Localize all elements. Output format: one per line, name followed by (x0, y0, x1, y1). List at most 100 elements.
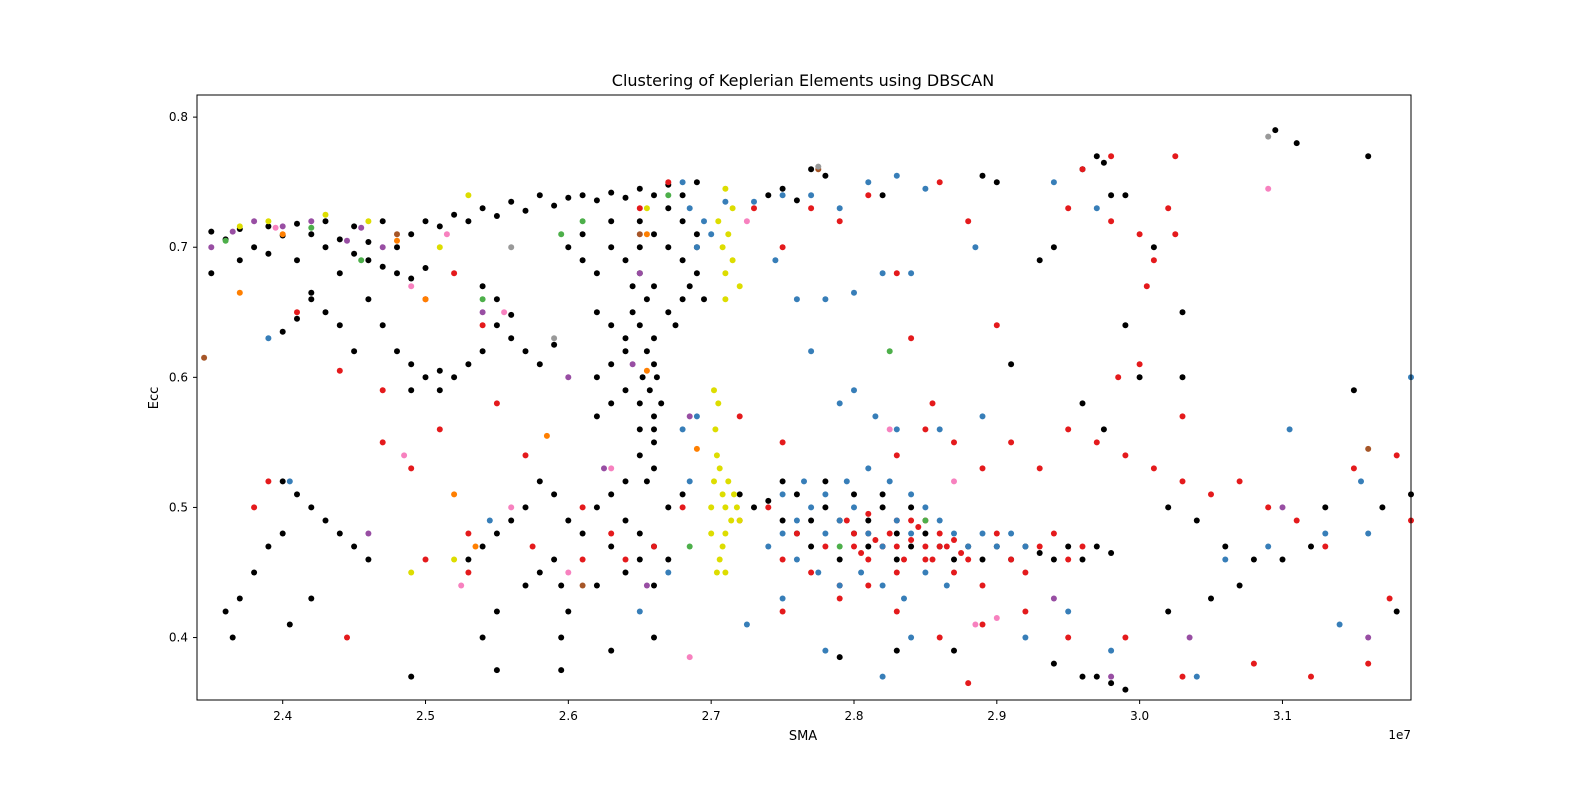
scatter-point (436, 367, 443, 374)
scatter-point (636, 530, 643, 537)
scatter-point (1008, 530, 1015, 537)
y-tick-label: 0.6 (169, 370, 188, 384)
scatter-point (1272, 127, 1279, 134)
scatter-point (529, 543, 536, 550)
scatter-point (736, 413, 743, 420)
scatter-point (965, 218, 972, 225)
scatter-point (365, 239, 372, 245)
scatter-point (679, 192, 686, 199)
scatter-point (736, 517, 743, 524)
scatter-point (865, 530, 872, 537)
scatter-point (1079, 166, 1086, 173)
scatter-point (408, 465, 415, 472)
scatter-point (472, 543, 479, 550)
scatter-point (1100, 159, 1107, 166)
scatter-point (908, 530, 915, 537)
scatter-point (719, 543, 726, 550)
scatter-point (579, 192, 586, 199)
scatter-point (322, 244, 329, 251)
scatter-point (808, 569, 815, 576)
scatter-point (693, 231, 700, 238)
scatter-point (508, 198, 515, 205)
y-tick-label: 0.4 (169, 631, 188, 645)
scatter-point (808, 166, 815, 173)
scatter-point (508, 335, 515, 342)
scatter-point (722, 270, 729, 277)
scatter-point (779, 244, 786, 251)
scatter-point (1293, 140, 1300, 147)
scatter-point (865, 510, 872, 517)
scatter-point (1065, 543, 1072, 550)
scatter-point (479, 322, 486, 329)
scatter-point (822, 478, 829, 485)
scatter-point (779, 439, 786, 446)
scatter-point (265, 223, 272, 230)
scatter-point (251, 569, 258, 576)
scatter-point (1122, 686, 1129, 693)
scatter-point (893, 517, 900, 524)
scatter-point (893, 569, 900, 576)
scatter-point (651, 231, 657, 238)
scatter-point (751, 504, 757, 511)
scatter-point (665, 205, 672, 212)
scatter-point (693, 413, 700, 420)
scatter-point (336, 270, 343, 277)
scatter-point (665, 569, 672, 576)
scatter-point (522, 452, 529, 459)
scatter-point (693, 244, 700, 251)
scatter-point (929, 400, 936, 407)
scatter-point (693, 445, 700, 452)
scatter-point (858, 569, 865, 576)
scatter-point (843, 478, 850, 485)
scatter-point (793, 296, 800, 303)
scatter-point (479, 283, 486, 290)
scatter-point (551, 335, 558, 342)
scatter-point (608, 465, 615, 472)
scatter-point (1365, 634, 1372, 641)
scatter-point (593, 504, 600, 511)
scatter-point (229, 634, 236, 641)
scatter-point (536, 192, 543, 199)
scatter-point (951, 478, 957, 485)
scatter-point (636, 244, 643, 251)
scatter-point (1108, 550, 1115, 556)
scatter-point (558, 231, 565, 238)
scatter-point (208, 270, 215, 277)
scatter-point (1108, 673, 1115, 680)
scatter-point (322, 309, 329, 316)
scatter-point (358, 257, 365, 264)
scatter-point (1350, 465, 1357, 472)
scatter-point (679, 504, 686, 511)
scatter-point (893, 543, 900, 550)
scatter-point (908, 504, 915, 511)
scatter-point (565, 244, 572, 251)
scatter-point (493, 530, 500, 537)
scatter-point (551, 556, 558, 563)
scatter-point (693, 270, 700, 277)
scatter-point (951, 439, 957, 446)
scatter-point (1136, 231, 1143, 238)
scatter-point (401, 452, 408, 459)
scatter-point (294, 491, 300, 498)
scatter-point (893, 270, 900, 277)
scatter-point (629, 309, 636, 316)
chart-title: Clustering of Keplerian Elements using D… (612, 71, 994, 90)
scatter-point (358, 224, 365, 231)
scatter-point (451, 374, 458, 381)
scatter-point (808, 192, 815, 199)
scatter-point (822, 530, 829, 537)
scatter-point (836, 543, 843, 550)
scatter-point (601, 465, 607, 472)
scatter-point (822, 647, 829, 654)
y-tick-label: 0.5 (169, 500, 188, 514)
scatter-point (893, 452, 900, 459)
scatter-point (715, 218, 722, 225)
scatter-point (993, 530, 1000, 537)
scatter-point (922, 569, 929, 576)
scatter-point (551, 341, 558, 348)
scatter-point (536, 569, 543, 576)
scatter-point (679, 426, 686, 433)
scatter-point (936, 517, 943, 524)
scatter-point (636, 426, 643, 433)
scatter-point (1179, 673, 1186, 680)
